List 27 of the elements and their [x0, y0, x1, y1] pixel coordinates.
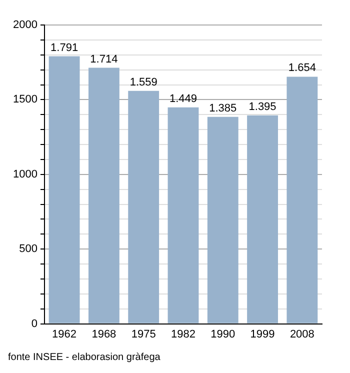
x-tick-label: 1999	[250, 328, 275, 340]
y-tick-label: 1000	[12, 168, 38, 180]
y-tick-label: 1500	[12, 94, 38, 106]
x-tick-label: 1962	[52, 328, 77, 340]
bar	[48, 56, 80, 324]
data-label: 1.449	[169, 92, 197, 105]
bar	[128, 90, 160, 324]
x-tick-label: 1982	[170, 328, 196, 340]
data-label: 1.395	[248, 100, 276, 113]
bar	[88, 68, 120, 324]
bar	[247, 115, 278, 324]
data-label: 1.791	[50, 42, 78, 54]
data-label: 1.714	[90, 53, 118, 66]
bar	[207, 116, 238, 324]
y-tick-label: 0	[31, 318, 38, 330]
bar	[286, 76, 318, 324]
x-tick-label: 1990	[210, 328, 236, 340]
x-tick-label: 2008	[290, 328, 314, 340]
x-tick-label: 1975	[131, 328, 156, 340]
y-tick-label: 2000	[12, 19, 38, 32]
y-tick-label: 500	[19, 243, 38, 256]
data-label: 1.559	[130, 76, 158, 88]
bar	[168, 107, 199, 324]
data-label: 1.654	[288, 62, 316, 74]
data-label: 1.385	[209, 102, 237, 114]
x-tick-label: 1968	[92, 328, 116, 340]
source-note: fonte INSEE - elaborasion gràfega	[8, 352, 160, 363]
